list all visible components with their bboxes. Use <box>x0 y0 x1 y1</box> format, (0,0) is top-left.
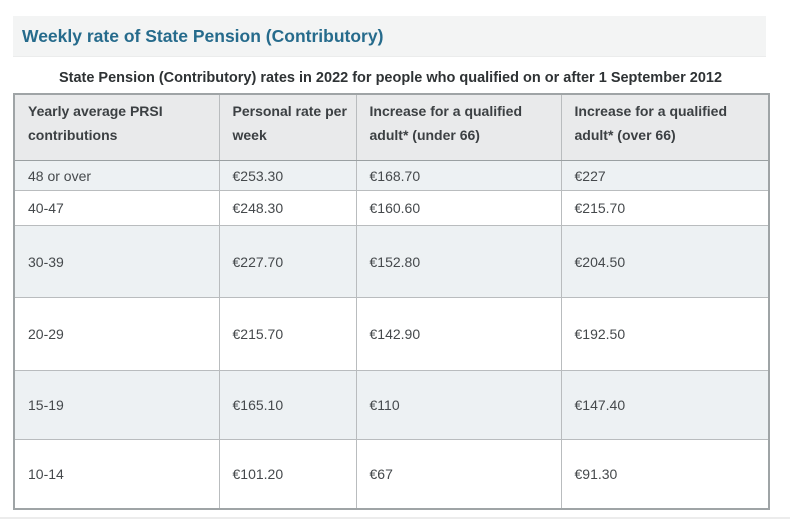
table-row: 20-29 €215.70 €142.90 €192.50 <box>13 297 770 371</box>
cell-adult-under-66: €142.90 <box>355 297 562 371</box>
cell-contributions: 20-29 <box>13 297 220 371</box>
col-header-prsi-contributions: Yearly average PRSI contributions <box>13 93 220 161</box>
cell-contributions: 40-47 <box>13 190 220 226</box>
cell-personal-rate: €227.70 <box>218 225 357 298</box>
cell-adult-over-66: €227 <box>560 160 770 191</box>
title-band: Weekly rate of State Pension (Contributo… <box>13 16 766 57</box>
table-caption: State Pension (Contributory) rates in 20… <box>58 70 723 86</box>
cell-personal-rate: €248.30 <box>218 190 357 226</box>
cell-personal-rate: €101.20 <box>218 439 357 510</box>
cell-adult-over-66: €204.50 <box>560 225 770 298</box>
col-header-personal-rate: Personal rate per week <box>218 93 357 161</box>
cell-adult-over-66: €215.70 <box>560 190 770 226</box>
table-row: 48 or over €253.30 €168.70 €227 <box>13 160 770 191</box>
page-title: Weekly rate of State Pension (Contributo… <box>22 25 384 46</box>
pension-rates-table: Yearly average PRSI contributions Person… <box>13 93 770 510</box>
table-row: 10-14 €101.20 €67 €91.30 <box>13 439 770 510</box>
table-row: 15-19 €165.10 €110 €147.40 <box>13 370 770 440</box>
cell-adult-over-66: €192.50 <box>560 297 770 371</box>
cell-adult-under-66: €160.60 <box>355 190 562 226</box>
col-header-qualified-adult-over-66: Increase for a qualified adult* (over 66… <box>560 93 770 161</box>
cell-contributions: 10-14 <box>13 439 220 510</box>
cell-contributions: 15-19 <box>13 370 220 440</box>
cell-adult-over-66: €147.40 <box>560 370 770 440</box>
table-header-row: Yearly average PRSI contributions Person… <box>13 93 770 161</box>
table-row: 40-47 €248.30 €160.60 €215.70 <box>13 190 770 226</box>
bottom-divider <box>0 517 790 519</box>
cell-personal-rate: €253.30 <box>218 160 357 191</box>
cell-adult-under-66: €168.70 <box>355 160 562 191</box>
table-row: 30-39 €227.70 €152.80 €204.50 <box>13 225 770 298</box>
cell-adult-under-66: €110 <box>355 370 562 440</box>
cell-personal-rate: €215.70 <box>218 297 357 371</box>
cell-adult-under-66: €152.80 <box>355 225 562 298</box>
cell-adult-over-66: €91.30 <box>560 439 770 510</box>
cell-contributions: 48 or over <box>13 160 220 191</box>
cell-adult-under-66: €67 <box>355 439 562 510</box>
cell-personal-rate: €165.10 <box>218 370 357 440</box>
col-header-qualified-adult-under-66: Increase for a qualified adult* (under 6… <box>355 93 562 161</box>
cell-contributions: 30-39 <box>13 225 220 298</box>
